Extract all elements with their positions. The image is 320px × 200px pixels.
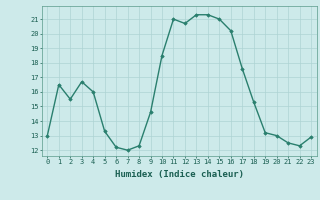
X-axis label: Humidex (Indice chaleur): Humidex (Indice chaleur) [115,170,244,179]
